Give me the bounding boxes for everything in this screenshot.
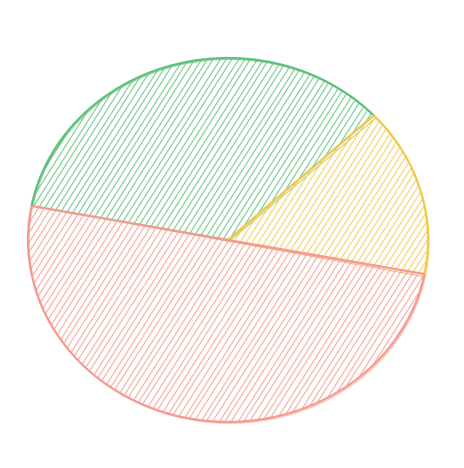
pie-slice-1-outline	[30, 56, 375, 242]
pie-slice-3-outline	[26, 204, 426, 424]
